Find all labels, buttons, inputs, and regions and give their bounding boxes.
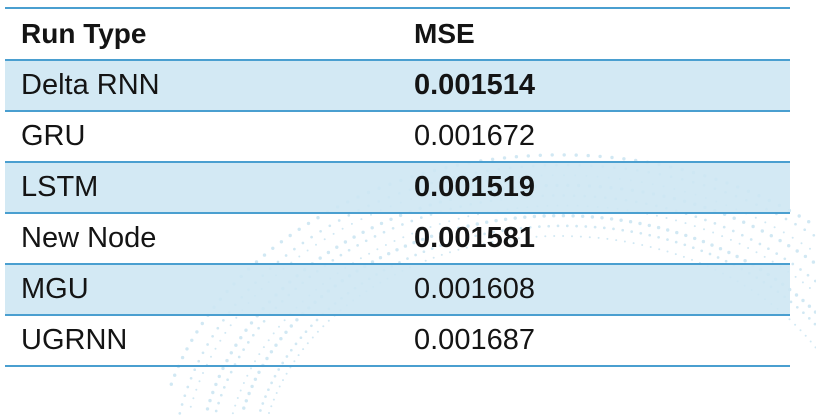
mse-cell: 0.001519: [414, 171, 535, 203]
table-row: UGRNN 0.001687: [5, 316, 790, 367]
table-row: GRU 0.001672: [5, 112, 790, 163]
mse-cell: 0.001581: [414, 222, 535, 254]
run-type-cell: New Node: [21, 222, 157, 254]
mse-cell: 0.001672: [414, 120, 535, 152]
mse-cell: 0.001514: [414, 69, 535, 101]
table-row: Delta RNN 0.001514: [5, 61, 790, 112]
run-type-cell: MGU: [21, 273, 89, 305]
table-row: LSTM 0.001519: [5, 163, 790, 214]
table-row: New Node 0.001581: [5, 214, 790, 265]
mse-cell: 0.001687: [414, 324, 535, 356]
run-type-cell: LSTM: [21, 171, 99, 203]
run-type-cell: Delta RNN: [21, 69, 160, 101]
table-header-row: Run Type MSE: [5, 7, 790, 61]
table-row: MGU 0.001608: [5, 265, 790, 316]
mse-cell: 0.001608: [414, 273, 535, 305]
results-table: Run Type MSE Delta RNN 0.001514 GRU 0.00…: [5, 7, 790, 367]
header-run-type: Run Type: [21, 18, 147, 49]
run-type-cell: GRU: [21, 120, 86, 152]
run-type-cell: UGRNN: [21, 324, 128, 356]
header-mse: MSE: [414, 18, 475, 49]
